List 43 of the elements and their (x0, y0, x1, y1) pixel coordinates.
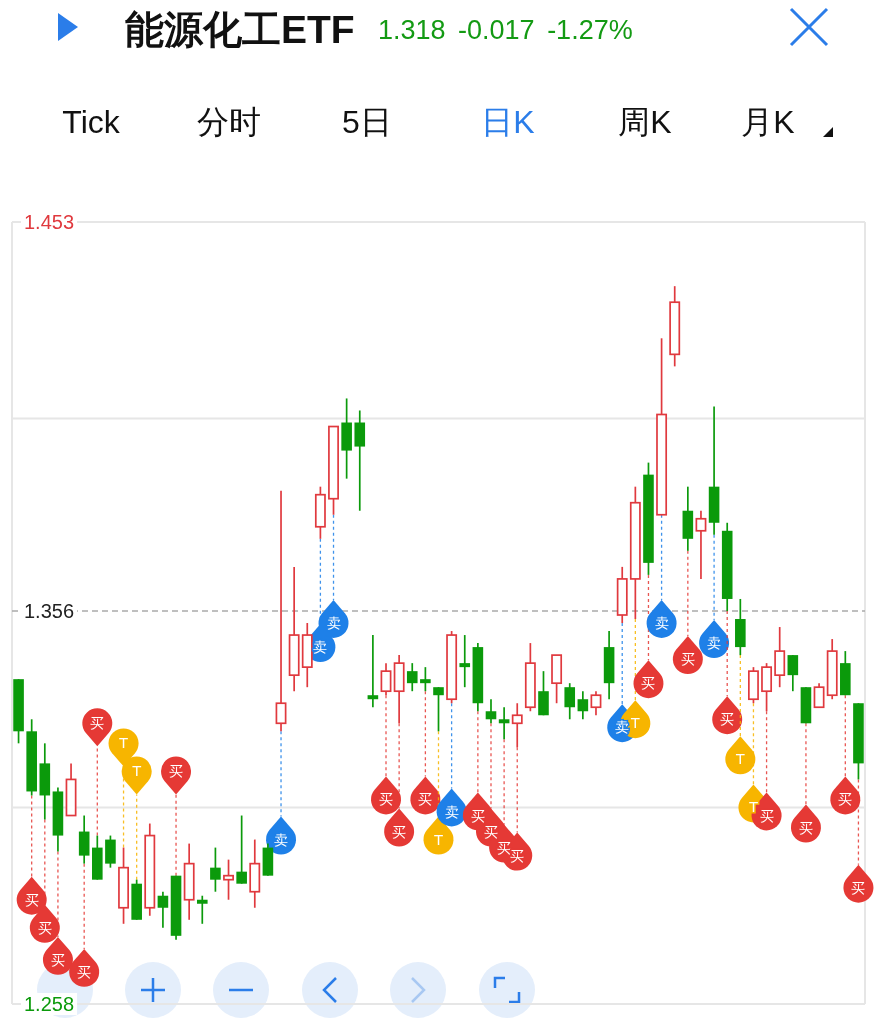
tab-label: 分时 (197, 104, 261, 140)
marker-label: 买 (470, 807, 485, 824)
marker-label: T (434, 831, 443, 848)
marker-label: 买 (418, 791, 433, 808)
marker-label: 买 (497, 839, 512, 856)
y-tick-label: 1.356 (24, 600, 75, 622)
y-tick-label: 1.258 (24, 993, 75, 1015)
marker-label: 买 (510, 847, 525, 864)
marker-label: 买 (77, 963, 92, 980)
marker-label: T (132, 763, 141, 780)
marker-label: 买 (24, 891, 39, 908)
tab-label: 5日 (342, 104, 392, 140)
marker-label: 买 (392, 823, 407, 840)
marker-label: 卖 (654, 615, 669, 632)
title: 能源化工ETF (125, 8, 355, 51)
marker-label: 买 (838, 791, 853, 808)
marker-label: 买 (484, 823, 498, 840)
marker-label: T (749, 799, 758, 816)
marker-label: T (119, 735, 128, 752)
marker-label: 买 (720, 711, 735, 728)
marker-label: 买 (50, 951, 65, 968)
marker-label: T (631, 715, 640, 732)
marker-label: 买 (851, 879, 866, 896)
tab-label: 日K (481, 104, 535, 140)
marker-label: 卖 (326, 615, 341, 632)
tab-label: 月K (741, 104, 795, 140)
marker-label: 买 (641, 675, 656, 692)
marker-label: 买 (798, 819, 813, 836)
marker-label: 卖 (274, 831, 288, 848)
tab-label: 周K (618, 104, 672, 140)
marker-label: 卖 (444, 803, 459, 820)
marker-label: 买 (37, 919, 52, 936)
subtitle: 1.318 -0.017 -1.27% (378, 15, 633, 45)
marker-label: 买 (680, 651, 695, 668)
tab-label: Tick (62, 104, 120, 140)
y-tick-label: 1.453 (24, 211, 75, 233)
marker-label: 买 (169, 763, 184, 780)
marker-label: 买 (759, 807, 774, 824)
marker-label: 卖 (707, 635, 722, 652)
marker-label: 卖 (313, 639, 328, 656)
marker-label: T (736, 751, 745, 768)
marker-label: 买 (379, 791, 393, 808)
marker-label: 买 (90, 715, 105, 732)
